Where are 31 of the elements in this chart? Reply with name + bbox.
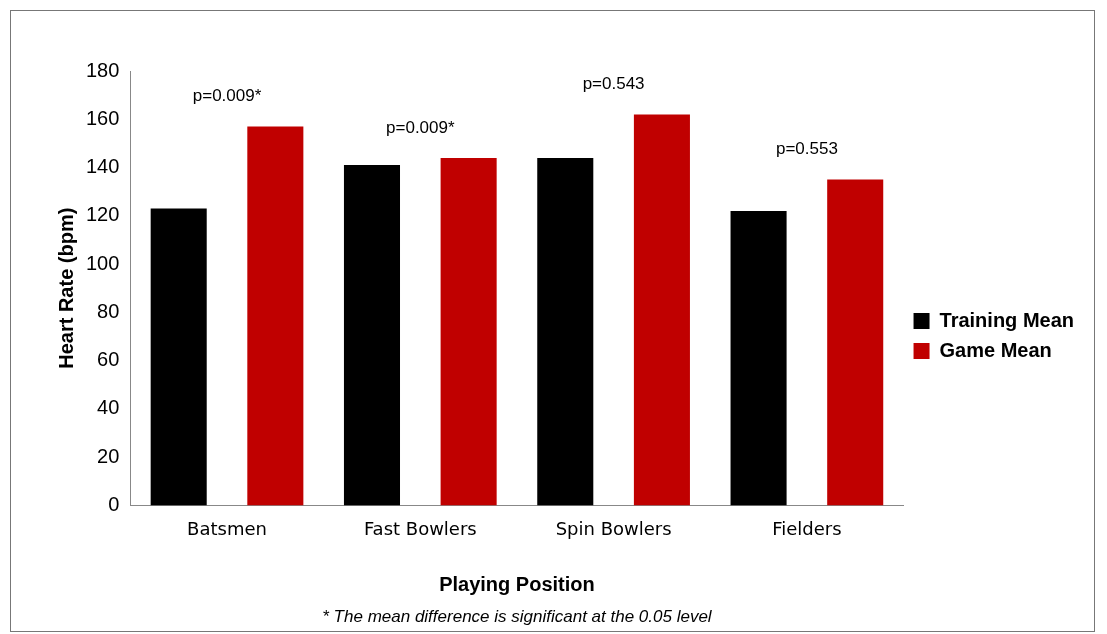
annotation: p=0.543 xyxy=(582,74,645,94)
annotation: p=0.553 xyxy=(775,139,838,159)
x-tick-label: Batsmen xyxy=(187,517,267,539)
y-tick-label: 100 xyxy=(85,251,120,274)
y-axis-title: Heart Rate (bpm) xyxy=(54,207,77,369)
bar xyxy=(247,126,304,506)
bar xyxy=(633,114,690,506)
y-tick-label: 20 xyxy=(97,444,120,467)
bar xyxy=(537,157,594,506)
annotation: p=0.009* xyxy=(192,86,262,106)
legend-label: Training Mean xyxy=(939,308,1075,331)
bar xyxy=(730,210,787,506)
x-axis-title: Playing Position xyxy=(439,572,595,595)
y-tick-label: 120 xyxy=(85,203,120,226)
x-tick-label: Spin Bowlers xyxy=(555,517,672,539)
annotation: p=0.009* xyxy=(386,117,455,137)
y-tick-label: 180 xyxy=(85,58,120,81)
y-tick-label: 160 xyxy=(85,106,120,129)
bar xyxy=(440,157,497,506)
bar xyxy=(343,165,401,506)
bar xyxy=(150,208,207,506)
x-tick-label: Fast Bowlers xyxy=(363,517,477,539)
text: * The mean difference is significant at the 0.05 level xyxy=(322,606,713,626)
x-tick-label: Fielders xyxy=(772,517,842,539)
legend-label: Game Mean xyxy=(939,338,1052,361)
y-tick-label: 40 xyxy=(97,396,120,419)
y-tick-label: 0 xyxy=(108,492,120,515)
bar xyxy=(827,179,884,506)
y-tick-label: 140 xyxy=(85,155,120,178)
y-tick-label: 60 xyxy=(97,348,120,371)
y-tick-label: 80 xyxy=(97,299,120,322)
